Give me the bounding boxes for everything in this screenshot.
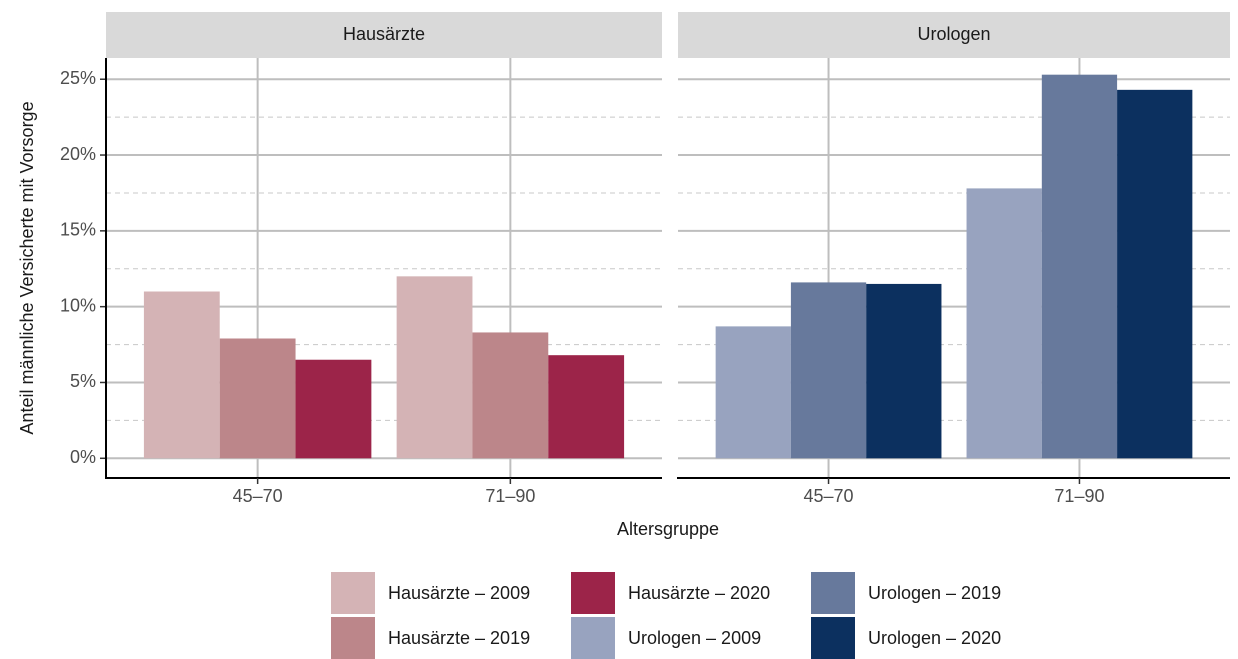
- x-axis-label: Altersgruppe: [617, 519, 719, 539]
- strip: [678, 12, 1230, 58]
- x-tick-label: 45–70: [804, 486, 854, 506]
- legend-key: [331, 572, 375, 614]
- y-tick-label: 0%: [70, 447, 96, 467]
- legend-label: Hausärzte – 2019: [388, 628, 530, 648]
- bar: [396, 276, 473, 459]
- bar: [1117, 89, 1193, 459]
- x-tick-label: 71–90: [1054, 486, 1104, 506]
- bar: [295, 359, 372, 459]
- y-tick-label: 15%: [60, 220, 96, 240]
- legend-label: Urologen – 2020: [868, 628, 1001, 648]
- bar: [219, 338, 296, 459]
- bar: [548, 355, 625, 459]
- strip: [106, 12, 662, 58]
- x-tick-label: 71–90: [485, 486, 535, 506]
- bar: [790, 282, 867, 459]
- bar: [1041, 74, 1118, 459]
- y-tick-label: 20%: [60, 144, 96, 164]
- strip-title: Urologen: [917, 24, 990, 44]
- strip-title: Hausärzte: [343, 24, 425, 44]
- legend-key: [811, 572, 855, 614]
- bar: [472, 332, 549, 459]
- legend-label: Urologen – 2009: [628, 628, 761, 648]
- legend-key: [571, 617, 615, 659]
- x-tick-label: 45–70: [233, 486, 283, 506]
- y-axis-label: Anteil männliche Versicherte mit Vorsorg…: [17, 101, 37, 434]
- bar: [715, 326, 791, 459]
- bar: [866, 283, 942, 459]
- y-tick-label: 25%: [60, 68, 96, 88]
- legend-key: [331, 617, 375, 659]
- y-tick-label: 5%: [70, 371, 96, 391]
- legend-label: Urologen – 2019: [868, 583, 1001, 603]
- bar: [966, 188, 1042, 459]
- y-tick-label: 10%: [60, 295, 96, 315]
- legend-key: [571, 572, 615, 614]
- legend-label: Hausärzte – 2020: [628, 583, 770, 603]
- legend-label: Hausärzte – 2009: [388, 583, 530, 603]
- bar: [143, 291, 220, 459]
- legend-key: [811, 617, 855, 659]
